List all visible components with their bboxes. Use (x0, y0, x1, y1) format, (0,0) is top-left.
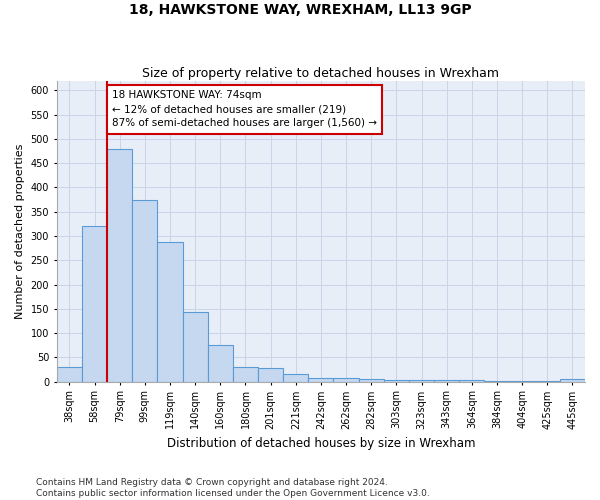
Bar (182, 312, 208, 382)
Text: Contains HM Land Registry data © Crown copyright and database right 2024.
Contai: Contains HM Land Registry data © Crown c… (36, 478, 430, 498)
X-axis label: Distribution of detached houses by size in Wrexham: Distribution of detached houses by size … (167, 437, 475, 450)
Bar (157, 242, 182, 382)
Bar (560, 379, 585, 382)
Bar (459, 380, 484, 382)
Y-axis label: Number of detached properties: Number of detached properties (15, 144, 25, 319)
Bar (233, 367, 258, 382)
Bar (208, 345, 233, 382)
Bar (359, 379, 384, 382)
Bar (132, 200, 157, 382)
Bar (409, 380, 434, 382)
Text: 18, HAWKSTONE WAY, WREXHAM, LL13 9GP: 18, HAWKSTONE WAY, WREXHAM, LL13 9GP (128, 2, 472, 16)
Bar (308, 378, 334, 382)
Text: 18 HAWKSTONE WAY: 74sqm
← 12% of detached houses are smaller (219)
87% of semi-d: 18 HAWKSTONE WAY: 74sqm ← 12% of detache… (112, 90, 377, 128)
Bar (107, 148, 132, 382)
Bar (82, 226, 107, 382)
Bar (283, 374, 308, 382)
Bar (434, 380, 459, 382)
Bar (384, 380, 409, 382)
Bar (258, 368, 283, 382)
Bar (334, 378, 359, 382)
Bar (57, 367, 82, 382)
Title: Size of property relative to detached houses in Wrexham: Size of property relative to detached ho… (142, 66, 499, 80)
